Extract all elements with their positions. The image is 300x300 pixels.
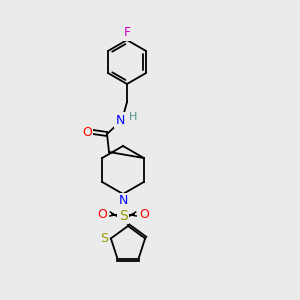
Text: O: O (97, 208, 107, 220)
Text: S: S (100, 232, 108, 245)
Text: O: O (82, 125, 92, 139)
Text: N: N (115, 113, 125, 127)
Text: O: O (139, 208, 149, 220)
Text: S: S (118, 209, 127, 223)
Text: F: F (123, 26, 130, 40)
Text: H: H (129, 112, 137, 122)
Text: N: N (118, 194, 128, 208)
